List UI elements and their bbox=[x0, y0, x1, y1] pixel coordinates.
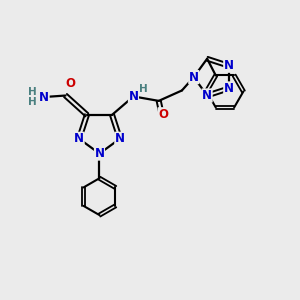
Text: N: N bbox=[189, 70, 199, 84]
Text: N: N bbox=[202, 89, 212, 102]
Text: N: N bbox=[74, 132, 84, 145]
Text: O: O bbox=[66, 76, 76, 90]
Text: O: O bbox=[158, 108, 168, 121]
Text: H: H bbox=[28, 98, 37, 107]
Text: N: N bbox=[224, 82, 234, 95]
Text: N: N bbox=[115, 132, 125, 145]
Text: H: H bbox=[28, 87, 37, 97]
Text: N: N bbox=[94, 147, 104, 160]
Text: N: N bbox=[128, 90, 139, 103]
Text: H: H bbox=[139, 84, 147, 94]
Text: N: N bbox=[39, 91, 49, 103]
Text: N: N bbox=[224, 59, 234, 72]
